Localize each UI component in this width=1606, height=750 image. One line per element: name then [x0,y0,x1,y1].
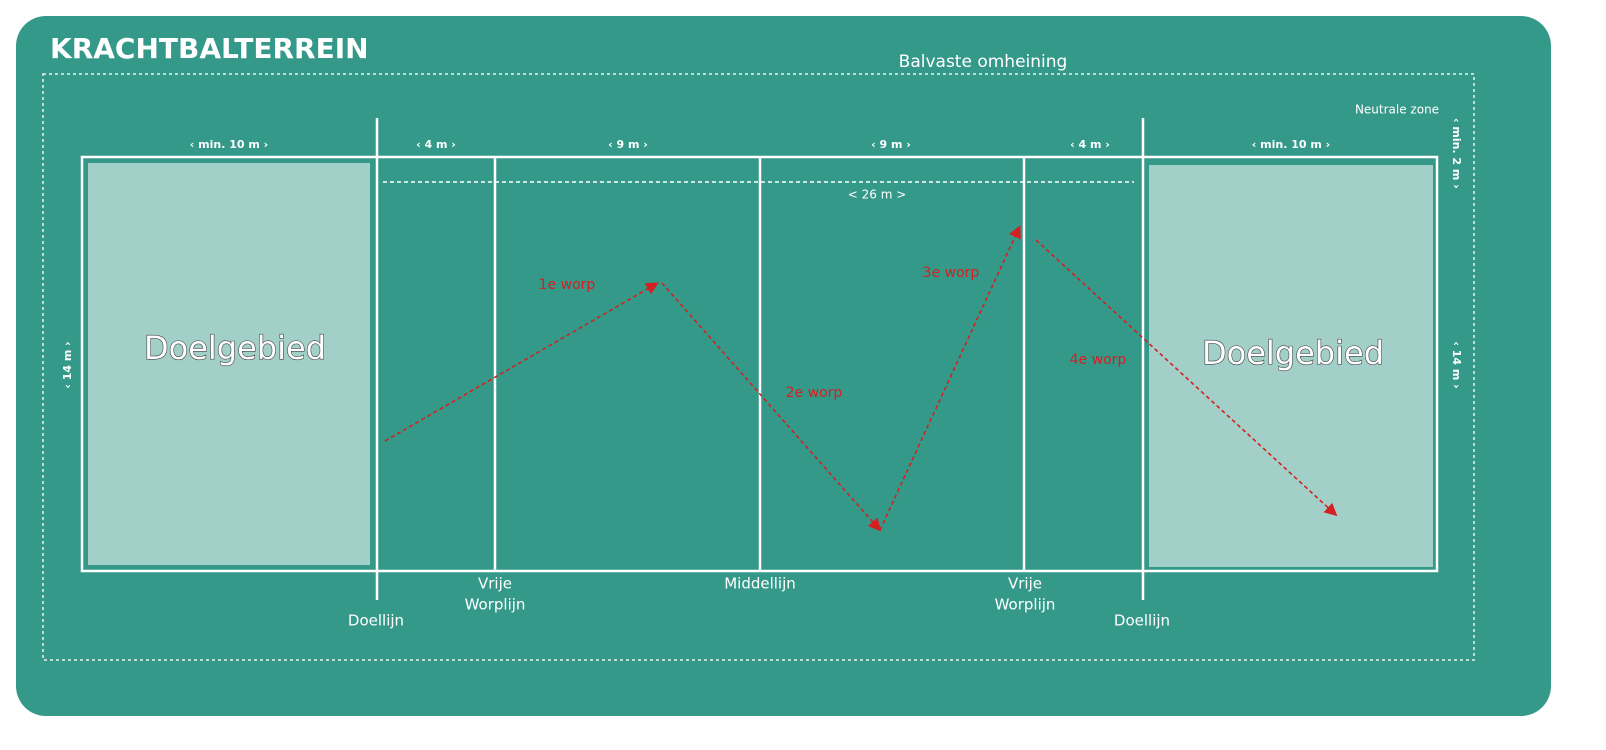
throw-label: 3e worp [923,265,980,281]
fence-label: Balvaste omheining [899,52,1068,72]
line-label: Vrije [1008,575,1042,593]
neutral-zone: Neutrale zone [1355,103,1439,117]
throw-arrow [1035,239,1338,517]
title: KRACHTBALTERREIN [50,32,369,65]
dimension: ‹ min. 10 m › [1252,138,1330,151]
dimension: ‹ 9 m › [608,138,648,151]
dimension: ‹ min. 10 m › [190,138,268,151]
distance-label: < 26 m > [848,188,907,202]
fence [42,73,1475,661]
width-label: ‹ 14 m › [1450,341,1463,388]
line-label: Doellijn [1114,612,1170,630]
goal-area [88,163,370,565]
width-label: ‹ 14 m › [61,341,74,388]
goal-area [1149,165,1433,567]
throw-arrow [661,282,882,532]
goal-area-label: Doelgebied [1202,334,1384,372]
goal-area-label: Doelgebied [144,329,326,367]
line-label: Vrije [478,575,512,593]
dimension: ‹ 4 m › [416,138,456,151]
neutral-width: ‹ min. 2 m › [1450,118,1463,189]
throw-label: 4e worp [1070,352,1127,368]
throw-arrow [384,282,659,442]
line-label: Doellijn [348,612,404,630]
line-label: Worplijn [995,596,1056,614]
throw-label: 1e worp [539,277,596,293]
throw-label: 2e worp [786,385,843,401]
dimension: ‹ 9 m › [871,138,911,151]
dimension: ‹ 4 m › [1070,138,1110,151]
line-label: Middellijn [724,575,796,593]
line-label: Worplijn [465,596,526,614]
